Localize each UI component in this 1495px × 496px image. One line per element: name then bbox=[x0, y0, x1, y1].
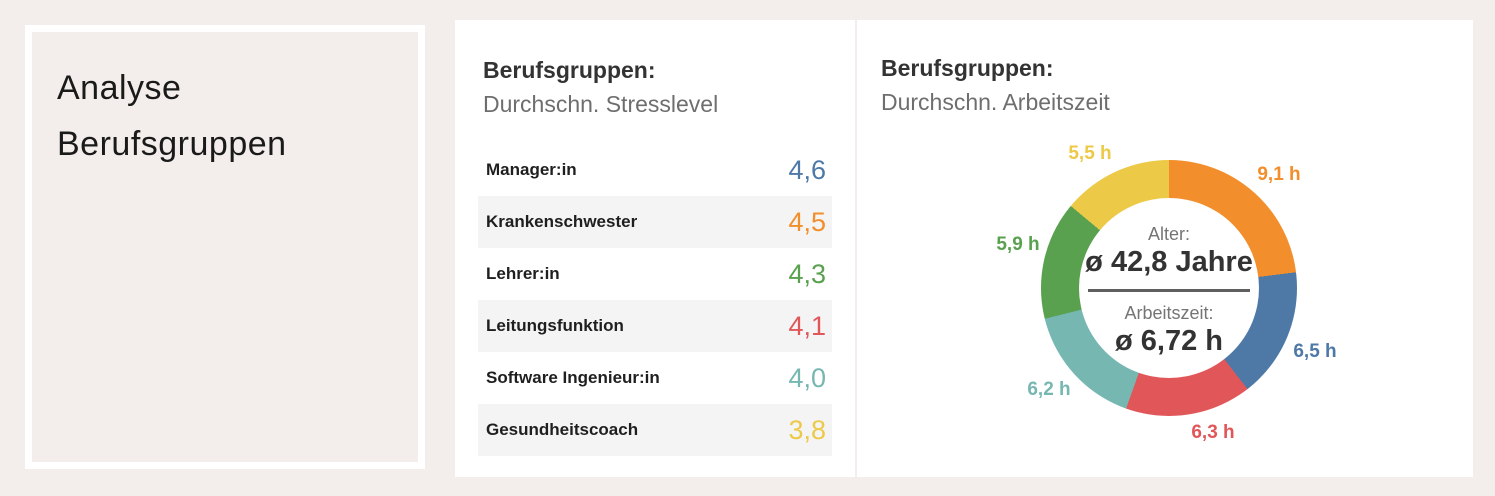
row-label: Lehrer:in bbox=[486, 264, 560, 283]
worktime-panel-header: Berufsgruppen: Durchschn. Arbeitszeit bbox=[857, 20, 1473, 117]
slice-label: 5,9 h bbox=[996, 234, 1040, 255]
table-row[interactable]: Krankenschwester 4,5 bbox=[478, 196, 832, 248]
center-worktime-label: Arbeitszeit: bbox=[1124, 303, 1214, 323]
table-row[interactable]: Gesundheitscoach 3,8 bbox=[478, 404, 832, 456]
row-label: Krankenschwester bbox=[486, 212, 638, 231]
slice-label: 6,5 h bbox=[1293, 341, 1337, 362]
title-card: Analyse Berufsgruppen bbox=[25, 25, 425, 469]
row-value: 4,5 bbox=[788, 206, 826, 237]
donut-center-annotations: Alter: ø 42,8 Jahre Arbeitszeit: ø 6,72 … bbox=[1021, 222, 1317, 358]
slice-label: 9,1 h bbox=[1257, 164, 1301, 185]
slice-label: 5,5 h bbox=[1068, 143, 1112, 164]
stress-table: Manager:in 4,6 Krankenschwester 4,5 Lehr… bbox=[478, 144, 832, 456]
row-value: 3,8 bbox=[788, 414, 826, 445]
table-row[interactable]: Software Ingenieur:in 4,0 bbox=[478, 352, 832, 404]
stress-panel-subtitle: Durchschn. Stresslevel bbox=[483, 91, 719, 117]
row-label: Software Ingenieur:in bbox=[486, 368, 660, 387]
worktime-panel: Berufsgruppen: Durchschn. Arbeitszeit Al… bbox=[857, 20, 1473, 477]
center-age-label: Alter: bbox=[1147, 224, 1190, 244]
stress-level-panel: Berufsgruppen: Durchschn. Stresslevel Ma… bbox=[455, 20, 855, 477]
row-value: 4,0 bbox=[788, 362, 826, 393]
table-row[interactable]: Manager:in 4,6 bbox=[478, 144, 832, 196]
page-title: Analyse Berufsgruppen bbox=[57, 69, 287, 163]
center-worktime-value: ø 6,72 h bbox=[1115, 325, 1223, 357]
slice-label: 6,2 h bbox=[1027, 379, 1071, 400]
row-label: Leitungsfunktion bbox=[486, 316, 624, 335]
stress-panel-title: Berufsgruppen: bbox=[483, 57, 656, 83]
donut-hole bbox=[1079, 198, 1259, 378]
worktime-panel-title: Berufsgruppen: bbox=[881, 55, 1054, 81]
donut-chart: Alter: ø 42,8 Jahre Arbeitszeit: ø 6,72 … bbox=[996, 143, 1336, 443]
center-age-value: ø 42,8 Jahre bbox=[1085, 246, 1253, 278]
row-value: 4,6 bbox=[788, 154, 826, 185]
worktime-panel-subtitle: Durchschn. Arbeitszeit bbox=[881, 89, 1110, 115]
center-divider bbox=[1088, 289, 1250, 292]
table-row[interactable]: Lehrer:in 4,3 bbox=[478, 248, 832, 300]
row-label: Manager:in bbox=[486, 160, 577, 179]
stress-panel-header: Berufsgruppen: Durchschn. Stresslevel bbox=[455, 20, 855, 119]
slice-label: 6,3 h bbox=[1191, 422, 1235, 443]
row-label: Gesundheitscoach bbox=[486, 420, 639, 439]
table-row[interactable]: Leitungsfunktion 4,1 bbox=[478, 300, 832, 352]
row-value: 4,1 bbox=[788, 310, 826, 341]
row-value: 4,3 bbox=[788, 258, 826, 289]
